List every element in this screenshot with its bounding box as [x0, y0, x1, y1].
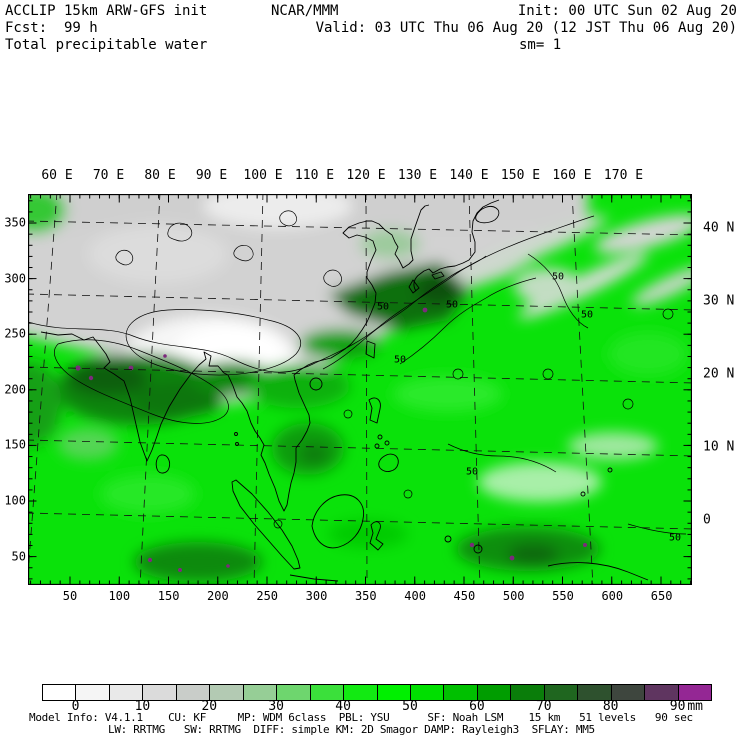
colorbar-segment [210, 685, 244, 700]
contour-label: 50 [466, 467, 478, 478]
colorbar-tick-label: 50 [402, 699, 418, 714]
colorbar-tick-label: 20 [201, 699, 218, 714]
colorbar-segment [344, 685, 378, 700]
contour-label: 50 [446, 300, 458, 311]
colorbar-segment [511, 685, 545, 700]
colorbar-segment [143, 685, 177, 700]
center-name: NCAR/MMM [271, 3, 339, 19]
forecast-hour: Fcst: 99 h [5, 20, 98, 36]
graticule [25, 191, 695, 588]
smoothing-label: sm= 1 [519, 37, 562, 53]
colorbar-unit: mm [687, 699, 703, 714]
grid-y-label: 300 [4, 271, 26, 286]
colorbar-tick-label: 10 [134, 699, 151, 714]
lat-label: 30 N [703, 293, 735, 309]
colorbar-segment [645, 685, 679, 700]
colorbar-segment [544, 685, 579, 700]
grid-x-label: 250 [256, 589, 279, 603]
colorbar-segment [410, 685, 445, 700]
lon-label: 90 E [195, 168, 228, 183]
contour-label: 50 [581, 310, 593, 321]
lon-label: 170 E [603, 168, 644, 183]
colorbar-tick-label: 80 [602, 699, 619, 714]
contour-label: 50 [377, 302, 389, 313]
grid-x-label: 600 [601, 589, 624, 603]
lon-label: 130 E [397, 168, 438, 183]
contour-lines [27, 210, 687, 535]
grid-x-label: 50 [62, 589, 78, 603]
lon-label: 140 E [449, 168, 489, 183]
grid-y-label: 350 [4, 215, 26, 230]
contour-label-layer: 50 50 50 50 50 50 50 [377, 272, 681, 544]
grid-y-label: 200 [4, 382, 26, 397]
contour-label: 50 [669, 533, 681, 544]
map-canvas: 50 50 50 50 50 50 50 [0, 174, 709, 588]
contour-label: 50 [394, 355, 406, 366]
grid-x-label: 100 [108, 589, 131, 603]
contour-label: 50 [552, 272, 564, 283]
map-area: 50 50 50 50 50 50 50 [0, 174, 709, 588]
grid-x-label: 400 [404, 589, 426, 603]
colorbar-tick-label: 90 [669, 699, 686, 714]
grid-x-label: 650 [650, 589, 673, 603]
model-title: ACCLIP 15km ARW-GFS init [5, 3, 208, 19]
colorbar-segment [310, 685, 345, 700]
colorbar-segment [377, 685, 411, 700]
grid-x-label: 450 [453, 589, 476, 603]
coastlines [40, 199, 649, 582]
extreme-specks [75, 307, 587, 572]
colorbar [42, 684, 712, 701]
init-time: Init: 00 UTC Sun 02 Aug 20 [517, 3, 737, 19]
grid-y-label: 150 [4, 437, 26, 452]
lat-label: 40 N [703, 220, 735, 236]
lon-label: 150 E [500, 168, 541, 183]
grid-x-label: 550 [552, 589, 574, 603]
colorbar-tick-label: 40 [335, 699, 351, 714]
colorbar-segment [444, 685, 478, 700]
model-info-line2: LW: RRTMG SW: RRTMG DIFF: simple KM: 2D … [108, 723, 595, 736]
grid-x-label: 350 [354, 589, 377, 603]
lon-label: 60 E [41, 168, 73, 183]
grid-y-label: 250 [4, 326, 26, 341]
colorbar-segment [43, 685, 77, 700]
lat-label: 0 [703, 512, 711, 528]
colorbar-segment [578, 685, 612, 700]
colorbar-tick-label: 70 [535, 699, 552, 714]
colorbar-segment [477, 685, 512, 700]
colorbar-segment [76, 685, 110, 700]
grid-y-label: 50 [11, 549, 26, 564]
lon-label: 70 E [92, 168, 125, 183]
model-info-line1: Model Info: V4.1.1 CU: KF MP: WDM 6class… [29, 711, 693, 724]
colorbar-segment [176, 685, 211, 700]
field-name: Total precipitable water [5, 37, 208, 53]
grid-y-label: 100 [4, 493, 26, 508]
map-border [27, 193, 693, 586]
colorbar-segment [678, 685, 712, 700]
colorbar-segment [243, 685, 278, 700]
colorbar-tick-label: 60 [469, 699, 485, 714]
colorbar-tick-label: 0 [71, 699, 80, 714]
colorbar-tick-label: 30 [268, 699, 285, 714]
grid-x-label: 300 [305, 589, 328, 603]
lon-label: 120 E [346, 168, 386, 183]
colorbar-segment [109, 685, 144, 700]
lat-label: 10 N [703, 439, 735, 455]
colorbar-segment [611, 685, 646, 700]
grid-x-label: 500 [502, 589, 525, 603]
lon-label: 80 E [144, 168, 176, 183]
lon-label: 100 E [243, 168, 283, 183]
lon-label: 160 E [552, 168, 592, 183]
valid-time: Valid: 03 UTC Thu 06 Aug 20 (12 JST Thu … [315, 20, 737, 36]
lon-label: 110 E [294, 168, 335, 183]
colorbar-segment [277, 685, 311, 700]
lat-label: 20 N [703, 366, 735, 382]
grid-x-label: 200 [207, 589, 229, 603]
grid-x-label: 150 [157, 589, 180, 603]
